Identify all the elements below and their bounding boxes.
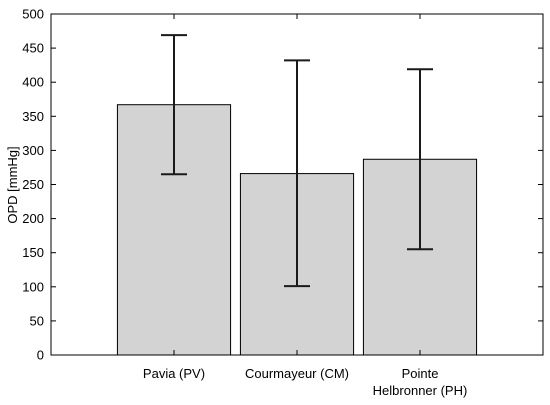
y-tick-label: 250 [22,177,44,192]
y-tick-label: 400 [22,75,44,90]
y-tick-label: 300 [22,143,44,158]
y-tick-label: 500 [22,7,44,22]
y-tick-label: 350 [22,109,44,124]
y-tick-label: 450 [22,41,44,56]
x-tick-label: Pavia (PV) [143,366,205,381]
x-tick-label: Courmayeur (CM) [245,366,349,381]
y-tick-label: 150 [22,245,44,260]
y-axis-label: OPD [mmHg] [5,146,20,223]
x-tick-label: Helbronner (PH) [373,383,468,398]
y-tick-label: 200 [22,211,44,226]
y-tick-label: 0 [37,348,44,363]
x-tick-label: Pointe [402,366,439,381]
y-tick-label: 100 [22,279,44,294]
y-tick-label: 50 [30,313,44,328]
